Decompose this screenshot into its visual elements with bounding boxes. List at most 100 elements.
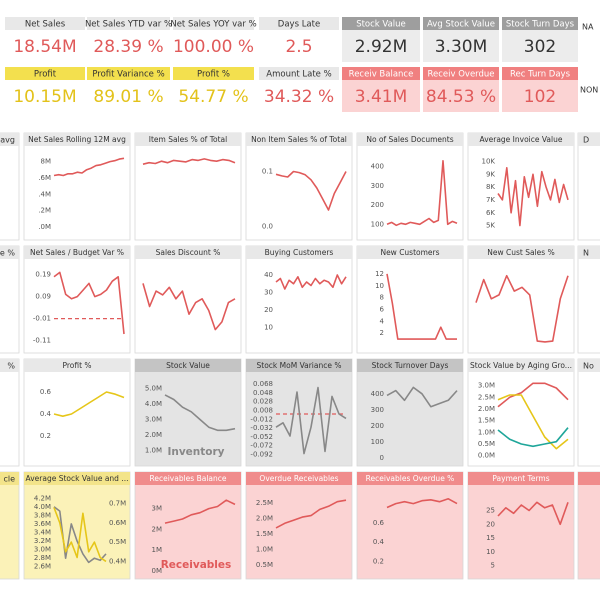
y-tick-label: 12 (375, 270, 384, 278)
y-tick-label: 1.5M (256, 530, 273, 538)
y-tick-label: 0.6 (373, 519, 385, 527)
kpi-header (5, 17, 85, 30)
kpi-label: Net Sales YOY var % (170, 20, 256, 30)
y-tick-label: 5.0M (145, 385, 162, 393)
kpi-value: 102 (524, 87, 556, 107)
y-tick-label: .2M (38, 207, 51, 215)
kpi-label: Receiv Overdue (427, 70, 494, 80)
y2-tick-label: 0.4M (109, 557, 126, 565)
y-tick-label: 0.008 (253, 406, 273, 414)
y-tick-label: 8M (41, 158, 52, 166)
y-tick-label: 3.4M (34, 529, 51, 537)
y-tick-label: 1.5M (478, 417, 495, 425)
y-tick-label: 10K (482, 157, 496, 165)
tile-header (135, 472, 241, 485)
kpi-header (423, 67, 499, 80)
y-tick-label: 100 (371, 438, 384, 446)
chart-title: Sales Discount % (156, 248, 221, 257)
y-tick-label: 0.5M (256, 561, 273, 569)
y2-tick-label: 0.5M (109, 538, 126, 546)
tile (356, 471, 464, 580)
y-tick-label: 1.0M (256, 545, 273, 553)
kpi-label: Net Sales (25, 20, 66, 30)
y-tick-label: 10 (264, 324, 273, 332)
tile-header (246, 246, 352, 259)
chart-title: Receivables Balance (149, 474, 226, 483)
tile (134, 132, 242, 241)
tile (0, 132, 20, 241)
chart-title: Net Sales / Budget Var % (30, 248, 124, 257)
tile (356, 358, 464, 467)
kpi-header (423, 17, 499, 30)
y-tick-label: .0M (38, 223, 51, 231)
tile-header (357, 472, 463, 485)
kpi-value: 10.15M (13, 87, 76, 107)
chart-title: Overdue Receivables (259, 474, 338, 483)
tile-header (0, 472, 19, 485)
series-line (164, 499, 236, 524)
tile (0, 358, 20, 467)
y-tick-label: 0.19 (35, 271, 51, 279)
side-label: NON (580, 86, 598, 95)
chart-title: Stock Turnover Days (372, 361, 449, 370)
y-tick-label: 0M (152, 567, 163, 575)
y-tick-label: 3.0M (34, 546, 51, 554)
y-tick-label: 0.4 (373, 538, 385, 546)
y-tick-label: 6K (486, 209, 495, 217)
kpi-value: 34.32 % (264, 87, 334, 107)
series-line (275, 170, 347, 211)
kpi-header (342, 67, 420, 80)
tile-header (357, 359, 463, 372)
y-tick-label: -0.032 (250, 424, 273, 432)
y-tick-label: 2.5M (256, 499, 273, 507)
y-tick-label: 0.5M (478, 440, 495, 448)
tile (577, 132, 600, 241)
tile-title: cle (3, 475, 15, 484)
series-line (386, 160, 458, 227)
tile-header (578, 246, 600, 259)
kpi-value: 18.54M (13, 37, 76, 57)
y-tick-label: 8K (486, 183, 495, 191)
y-tick-label: 4.2M (34, 494, 51, 502)
chart-title: Net Sales Rolling 12M avg (28, 135, 126, 144)
tile-title: % (7, 362, 15, 371)
kpi-label: Rec Turn Days (510, 70, 571, 80)
chart-title: Receivables Overdue % (366, 474, 455, 483)
y-tick-label: 10 (486, 548, 495, 556)
tile (467, 245, 575, 354)
kpi-value: 2.92M (355, 37, 408, 57)
tile-header (0, 246, 19, 259)
series-line (275, 274, 347, 290)
y-tick-label: 2M (152, 525, 163, 533)
y-tick-label: 2.0M (145, 431, 162, 439)
kpi-value: 100.00 % (173, 37, 254, 57)
tile (245, 245, 353, 354)
y-tick-label: 400 (371, 163, 384, 171)
y-tick-label: 0.048 (253, 389, 273, 397)
kpi-header (259, 17, 339, 30)
tile-header (357, 246, 463, 259)
y-tick-label: 0.068 (253, 380, 273, 388)
kpi-value: 89.01 % (93, 87, 163, 107)
y-tick-label: 400 (371, 390, 384, 398)
tile-header (24, 359, 130, 372)
y-tick-label: 0.2 (40, 432, 51, 440)
series-line (53, 157, 125, 177)
chart-title: Average Stock Value and ... (26, 474, 129, 483)
tile-header (24, 472, 130, 485)
y-tick-label: -0.072 (250, 442, 273, 450)
tile (467, 132, 575, 241)
series-line (142, 283, 236, 331)
y-tick-label: 200 (371, 201, 384, 209)
y-tick-label: 30 (264, 289, 273, 297)
series-line (53, 391, 125, 417)
series-line (142, 158, 236, 165)
y-tick-label: -0.052 (250, 433, 273, 441)
y-tick-label: 5 (491, 562, 495, 570)
y-tick-label: -0.012 (250, 415, 273, 423)
kpi-value: 3.30M (435, 37, 488, 57)
y-tick-label: 1.0M (145, 446, 162, 454)
kpi-label: Stock Value (356, 20, 406, 30)
tile (23, 358, 131, 467)
kpi-header (87, 17, 170, 30)
